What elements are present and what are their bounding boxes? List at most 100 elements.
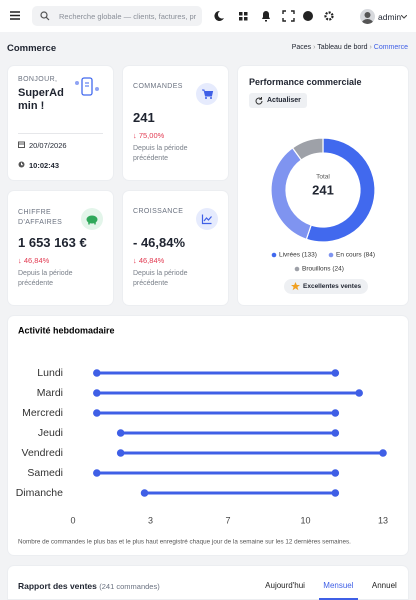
report-tab[interactable]: Aujourd'hui — [265, 581, 305, 590]
high-dot — [331, 409, 340, 417]
kpi-card: CROISSANCE - 46,84% ↓ 46,84% Depuis la p… — [123, 191, 228, 305]
y-tick-label: Vendredi — [22, 447, 63, 459]
performance-card: Performance commerciale Actualiser Total… — [238, 66, 408, 305]
search-box[interactable]: Recherche globale — clients, factures, p… — [32, 6, 202, 26]
kpi-value: 1 653 163 € — [18, 235, 87, 250]
kpi-change-value: 75,00% — [138, 131, 165, 140]
low-dot — [93, 369, 101, 377]
kpi-change: ↓ 46,84% — [133, 256, 165, 265]
legend-swatch — [271, 252, 277, 258]
notifications-button[interactable] — [262, 11, 270, 22]
y-tick-label: Mercredi — [22, 407, 63, 419]
kpi-value: 241 — [133, 110, 155, 125]
legend-swatch — [328, 252, 334, 258]
time: 10:02:43 — [29, 161, 60, 170]
kpi-card: CHIFFRE D'AFFAIRES 1 653 163 € ↓ 46,84% … — [8, 191, 113, 305]
y-tick-label: Jeudi — [38, 427, 63, 439]
y-tick-label: Dimanche — [16, 487, 63, 499]
kpi-note: Depuis la période précédente — [133, 270, 188, 287]
activity-card: Activité hebdomadaire Nombre de commande… — [8, 316, 408, 555]
low-dot — [93, 409, 101, 417]
kpi-icon — [81, 208, 103, 230]
kpi-icon — [196, 208, 218, 230]
x-tick-label: 10 — [300, 515, 310, 525]
chart-title: Activité hebdomadaire — [18, 325, 115, 335]
high-dot — [379, 449, 387, 457]
kpi-change-value: 46,84% — [23, 256, 50, 265]
high-dot — [331, 429, 340, 437]
report-title: Rapport des ventes (241 commandes) — [18, 581, 160, 591]
kpi-label: CROISSANCE — [133, 208, 184, 215]
chart-caption: Nombre de commandes le plus bas et le pl… — [18, 539, 351, 546]
greeting: BONJOUR, — [18, 76, 58, 83]
breadcrumb: Paces › Tableau de bord › Commerce — [291, 44, 408, 51]
user-name[interactable]: admin — [378, 12, 402, 22]
report-tab[interactable]: Annuel — [371, 581, 397, 590]
palette-button[interactable] — [303, 11, 313, 21]
legend-label: Livrées (133) — [279, 252, 317, 259]
calendar-icon — [18, 141, 25, 148]
refresh-icon — [255, 97, 263, 105]
welcome-illustration — [75, 77, 99, 96]
low-dot — [140, 489, 149, 497]
kpi-note: Depuis la période précédente — [133, 145, 188, 162]
x-tick-label: 13 — [378, 515, 388, 525]
low-dot — [93, 469, 101, 477]
fullscreen-button[interactable] — [282, 10, 295, 22]
low-dot — [93, 389, 101, 397]
kpi-icon — [196, 83, 218, 105]
toolbar-icons — [214, 10, 334, 22]
report-count: (241 commandes) — [99, 582, 160, 591]
kpi-value: - 46,84% — [133, 235, 186, 250]
report-title-text: Rapport des ventes — [18, 581, 97, 591]
date: 20/07/2026 — [29, 141, 67, 150]
refresh-label: Actualiser — [267, 97, 301, 104]
topbar: Recherche globale — clients, factures, p… — [0, 0, 416, 32]
breadcrumb-item[interactable]: Paces — [291, 44, 312, 51]
performance-badge: Excellentes ventes — [284, 279, 369, 294]
report-tabs: Aujourd'hui Mensuel Annuel — [256, 580, 406, 600]
kpi-card: COMMANDES 241 ↓ 75,00% Depuis la période… — [123, 66, 228, 180]
divider — [18, 133, 103, 134]
menu-button[interactable] — [10, 11, 20, 20]
breadcrumb-current: Commerce — [373, 44, 408, 51]
y-tick-label: Lundi — [37, 367, 63, 379]
donut-segment — [305, 137, 376, 243]
settings-button[interactable] — [324, 11, 334, 21]
chart-title: Performance commerciale — [249, 77, 362, 87]
search-placeholder: Recherche globale — clients, factures, p… — [59, 12, 197, 21]
badge-text: Excellentes ventes — [303, 283, 362, 290]
refresh-button[interactable]: Actualiser — [249, 93, 307, 108]
welcome-card: BONJOUR, SuperAd min ! 20/07/2026 10:02:… — [8, 66, 113, 180]
x-tick-label: 3 — [148, 515, 153, 525]
user-greeting-name: SuperAd min ! — [18, 87, 64, 112]
breadcrumb-item[interactable]: Tableau de bord — [317, 44, 368, 51]
high-dot — [331, 369, 340, 377]
y-tick-label: Samedi — [27, 467, 63, 479]
high-dot — [355, 389, 363, 397]
page-title: Commerce — [7, 43, 57, 54]
kpi-change: ↓ 46,84% — [18, 256, 50, 265]
theme-toggle[interactable] — [214, 10, 224, 21]
user-caret — [401, 15, 407, 19]
high-dot — [331, 489, 340, 497]
search-icon — [40, 11, 50, 21]
avatar-image — [361, 12, 374, 24]
avatar[interactable] — [360, 9, 375, 24]
legend-label: Brouillons (24) — [302, 266, 344, 273]
x-tick-label: 7 — [225, 515, 230, 525]
kpi-label: CHIFFRE D'AFFAIRES — [18, 209, 63, 226]
legend-label: En cours (84) — [336, 252, 375, 259]
dumbbell-chart: Activité hebdomadaire Nombre de commande… — [16, 325, 388, 546]
report-card: Rapport des ventes (241 commandes) Aujou… — [8, 566, 408, 600]
y-tick-label: Mardi — [37, 387, 63, 399]
donut-center-label: Total — [316, 174, 330, 181]
apps-button[interactable] — [239, 12, 248, 21]
report-tab[interactable]: Mensuel — [319, 580, 358, 600]
legend-swatch — [294, 266, 300, 272]
donut-center-value: 241 — [312, 182, 334, 197]
low-dot — [116, 429, 125, 437]
donut-chart: Total 241 Livrées (133) En cours (84) Brou… — [270, 137, 376, 273]
